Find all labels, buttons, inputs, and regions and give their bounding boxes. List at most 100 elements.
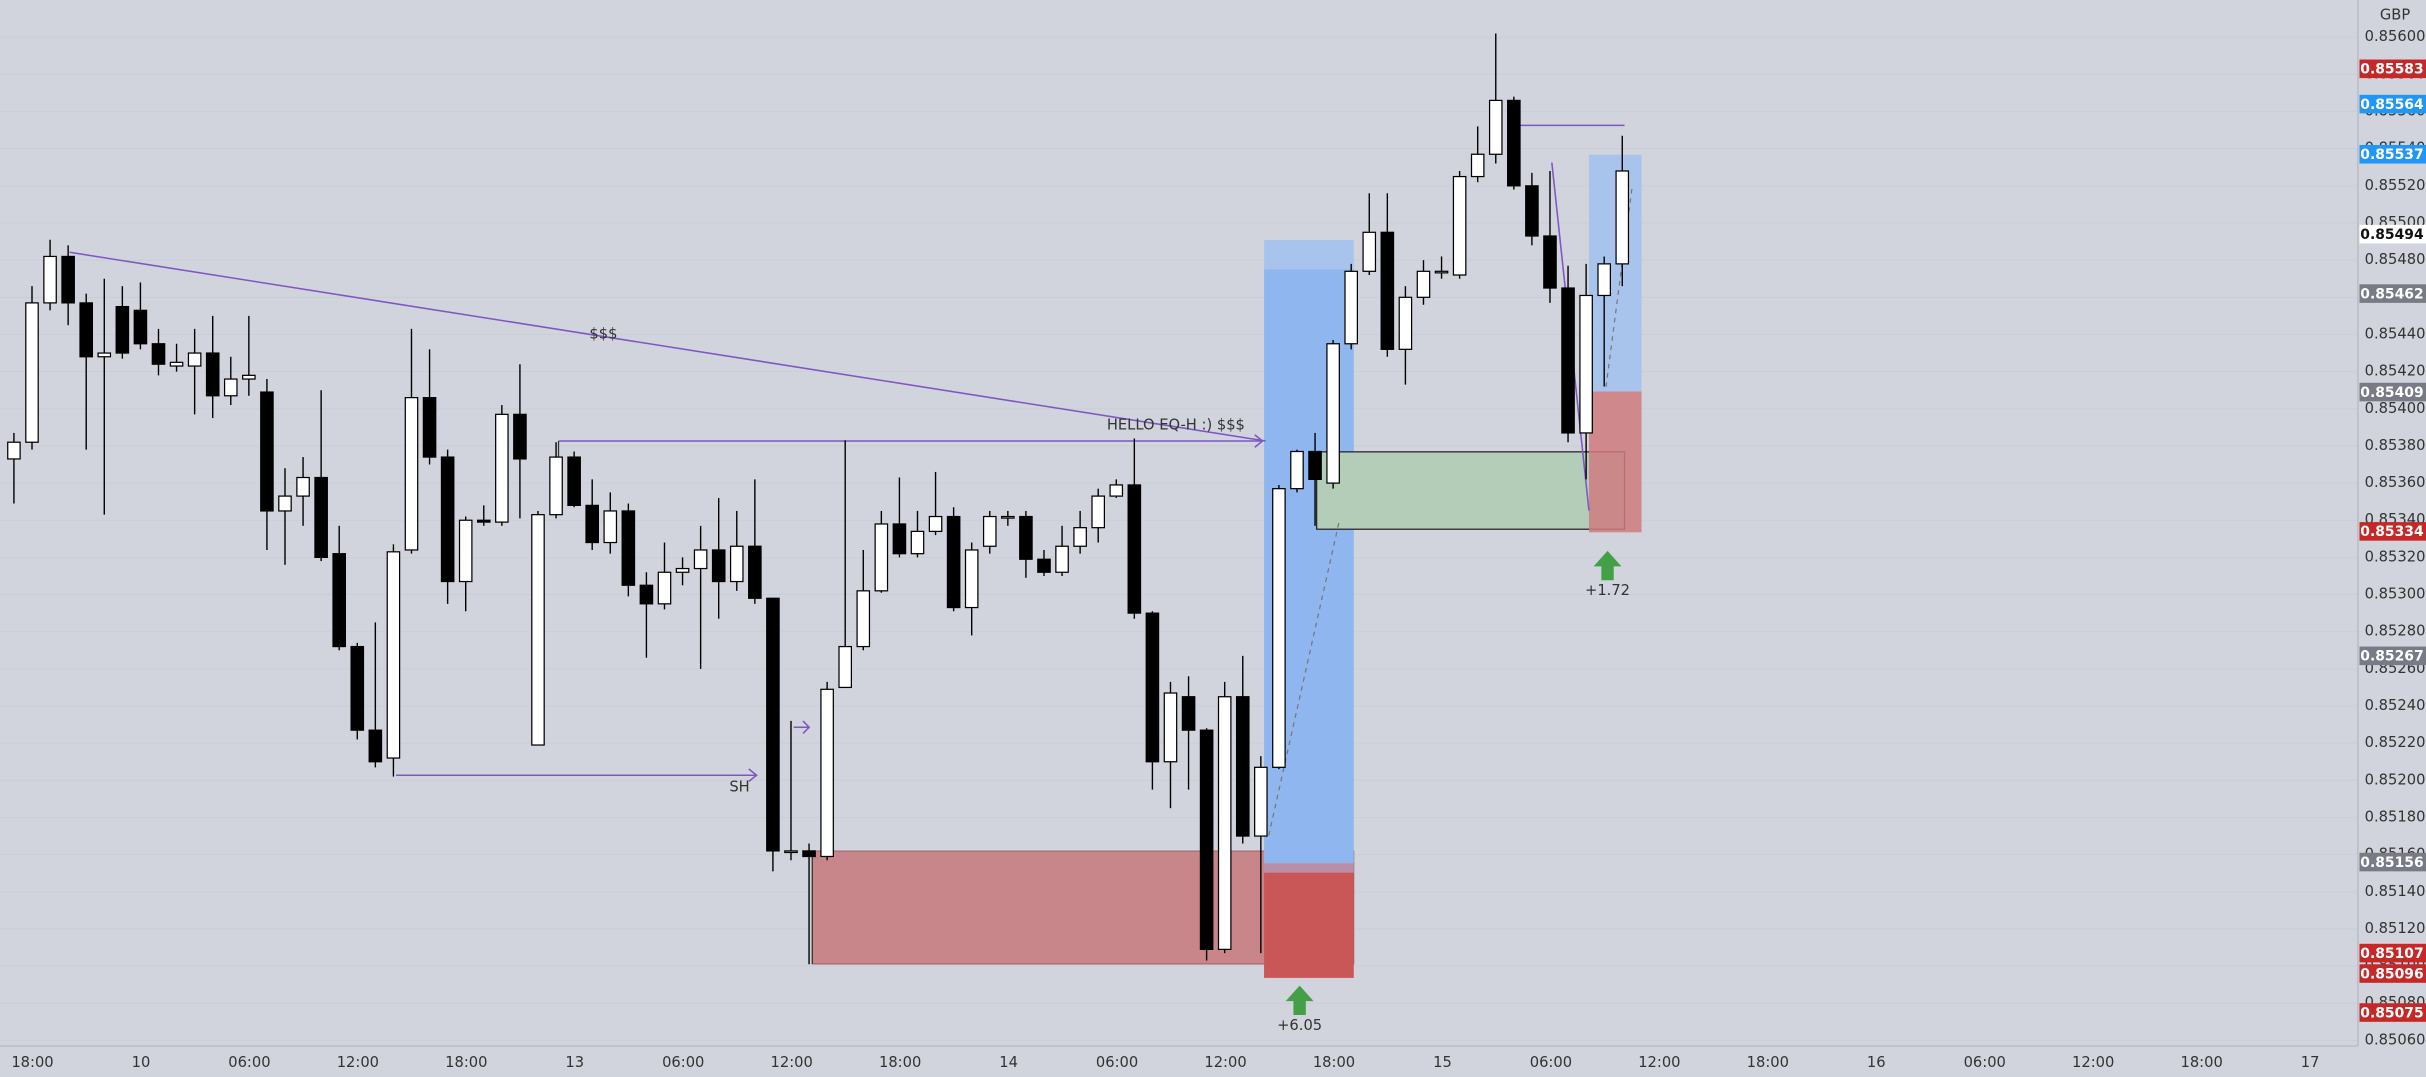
candle-body [1434, 270, 1449, 274]
entry-band [1264, 863, 1354, 873]
candle-body [1416, 270, 1431, 298]
price-badge-label: 0.85537 [2360, 147, 2423, 163]
candle-body [350, 645, 365, 731]
candle-body [1181, 696, 1196, 731]
price-tick-label: 0.85480 [2365, 251, 2426, 268]
price-tick-label: 0.85420 [2365, 363, 2426, 380]
long-stop-zone [1264, 872, 1354, 978]
arrow-head [802, 720, 811, 734]
arrow-head [748, 768, 758, 783]
candle-body [1561, 287, 1575, 434]
candle-body [7, 441, 21, 460]
candles [7, 33, 1630, 965]
candle-body [567, 456, 581, 506]
up-arrow [1593, 550, 1622, 581]
candle-body [458, 519, 473, 583]
price-badge [2359, 1003, 2426, 1022]
candle-body [531, 514, 545, 746]
candle-body [1398, 296, 1413, 350]
candle-body [314, 476, 328, 559]
candle-body [223, 378, 238, 397]
price-badge [2359, 94, 2426, 114]
up-arrow [1285, 985, 1314, 1016]
price-badge-label: 0.85096 [2360, 966, 2423, 982]
time-tick-label: 10 [132, 1054, 151, 1071]
candle-body [928, 515, 943, 533]
candle-body [766, 597, 780, 852]
price-badge [2359, 284, 2426, 303]
candle-body [711, 549, 726, 583]
candle-body [856, 590, 871, 648]
price-badge-label: 0.85107 [2360, 946, 2423, 962]
price-badge [2359, 852, 2426, 872]
candle-body [1073, 527, 1087, 547]
long-stop-zone [1588, 391, 1642, 533]
price-tick-label: 0.85600 [2365, 28, 2426, 45]
candle-body [1308, 450, 1322, 480]
price-tick-label: 0.85220 [2365, 734, 2426, 751]
candle-body [1272, 488, 1286, 768]
demand-zone [1316, 451, 1626, 530]
price-badge [2359, 964, 2426, 983]
candle-body [187, 352, 202, 367]
price-badge [2359, 943, 2426, 963]
candle-body [1452, 175, 1467, 276]
candle-body [892, 523, 907, 555]
candle-body [386, 551, 401, 759]
time-tick-label: 06:00 [1530, 1054, 1572, 1071]
time-tick-label: 18:00 [1747, 1054, 1789, 1071]
time-tick-label: 18:00 [1313, 1054, 1355, 1071]
candle-body [296, 476, 310, 497]
time-tick-label: 18:00 [11, 1054, 53, 1071]
price-badge [2359, 646, 2426, 666]
candle-body [422, 397, 437, 458]
price-tick-label: 0.85400 [2365, 400, 2426, 417]
candle-body [79, 302, 94, 358]
supply-zone [811, 850, 1355, 965]
time-tick-label: 17 [2301, 1054, 2320, 1071]
candle-body [133, 309, 148, 345]
price-tick-label: 0.85120 [2365, 920, 2426, 937]
candle-body [820, 688, 834, 858]
time-tick-label: 12:00 [1638, 1054, 1680, 1071]
candle-body [495, 413, 509, 523]
candle-body [1380, 231, 1395, 350]
price-tick-label: 0.85300 [2365, 586, 2426, 603]
price-badge [2359, 522, 2426, 541]
candle-body [440, 456, 455, 583]
time-tick-label: 06:00 [1964, 1054, 2006, 1071]
trend-line [69, 251, 1266, 442]
price-badge-label: 0.85075 [2360, 1005, 2423, 1021]
candle-body [332, 553, 347, 648]
candle-body [404, 397, 419, 551]
price-badge-label: 0.85494 [2360, 227, 2424, 243]
candle-body [621, 510, 636, 586]
time-tick-label: 06:00 [1096, 1054, 1138, 1071]
trade-result: +6.05 [1277, 1017, 1322, 1034]
price-badge-label: 0.85156 [2360, 855, 2423, 871]
candle-body [1597, 263, 1612, 297]
candle-body [205, 352, 220, 397]
candle-body [1326, 343, 1340, 484]
candle-body [1109, 484, 1124, 497]
annotation: $$$ [589, 325, 617, 342]
candle-body [603, 510, 618, 544]
price-tick-label: 0.85320 [2365, 548, 2426, 565]
candle-body [260, 391, 274, 512]
price-badge-label: 0.85462 [2360, 286, 2423, 302]
candle-body [1001, 515, 1015, 519]
time-tick-label: 13 [565, 1054, 584, 1071]
candle-body [242, 374, 256, 380]
time-tick-label: 12:00 [771, 1054, 813, 1071]
candle-body [585, 504, 600, 544]
candle-body [278, 495, 292, 512]
price-badge [2359, 224, 2426, 244]
annotation: HELLO EQ-H :) $$$ [1107, 417, 1245, 434]
price-tick-label: 0.85360 [2365, 474, 2426, 491]
candle-body [1127, 484, 1142, 614]
candle-body [1055, 545, 1069, 573]
trade-result: +1.72 [1585, 582, 1630, 599]
candle-body [838, 645, 853, 689]
time-tick-label: 12:00 [1204, 1054, 1246, 1071]
